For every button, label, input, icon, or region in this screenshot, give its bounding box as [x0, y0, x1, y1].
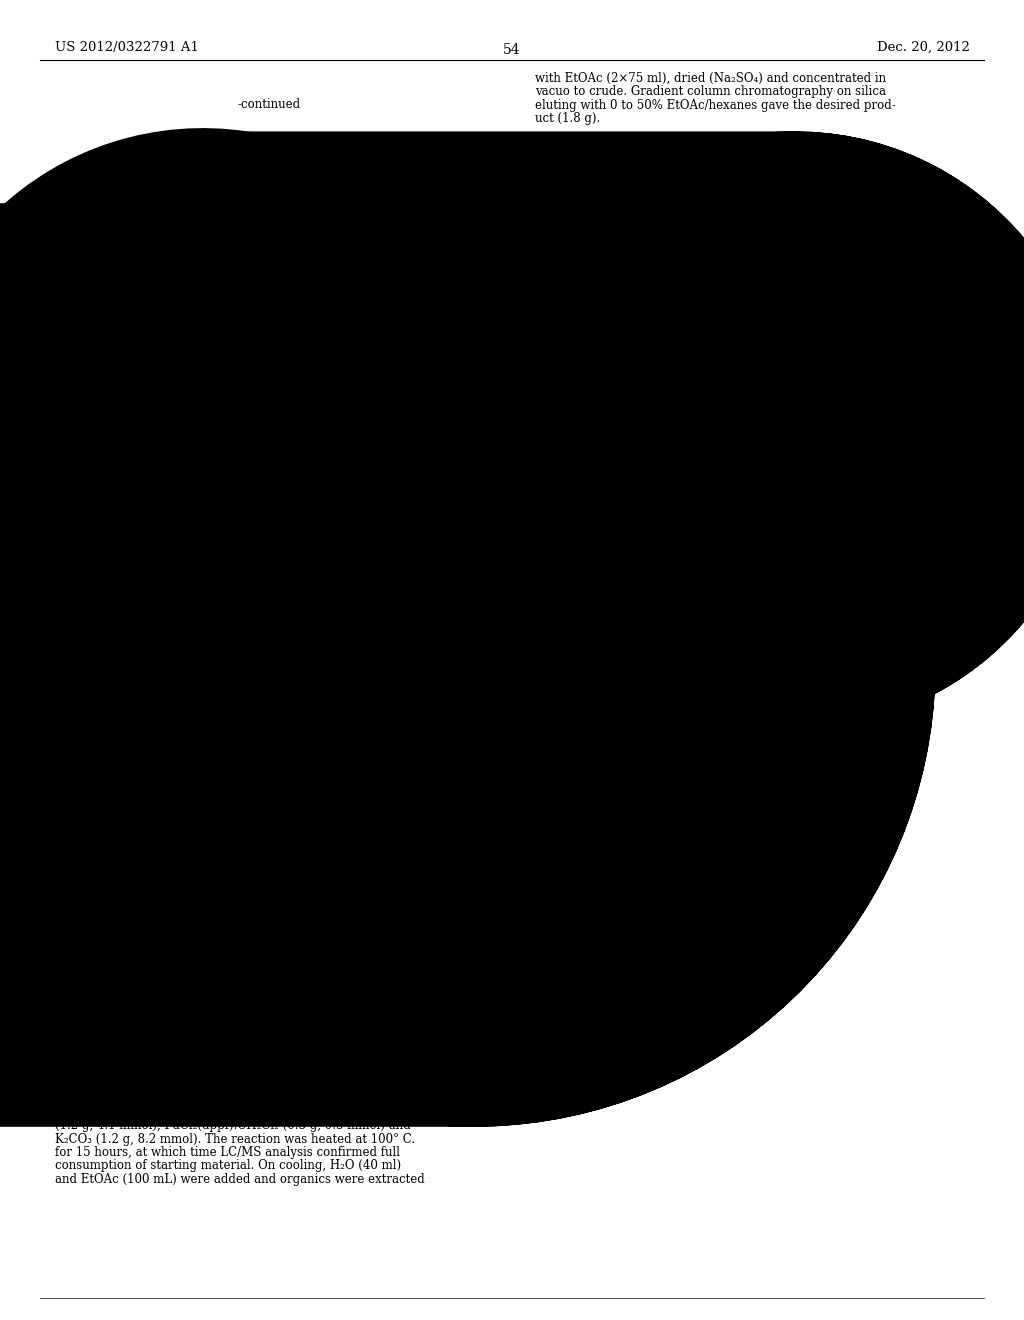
Text: [1040]   To the “exo” tert-butyl 3-(7-(bis((2-(trimethylsilyl): [1040] To the “exo” tert-butyl 3-(7-(bis… — [55, 338, 400, 351]
Text: removed in vacuo and the residue was purified by column: removed in vacuo and the residue was pur… — [55, 446, 400, 459]
Text: azabicyclo[3.2.1]octane-8-carboxylate (6.04 g, 10 mmol) in: azabicyclo[3.2.1]octane-8-carboxylate (6… — [55, 366, 406, 379]
Text: [1042]: [1042] — [55, 576, 98, 589]
Text: O: O — [455, 677, 463, 686]
Text: ₂: ₂ — [730, 455, 733, 465]
Text: H: H — [158, 622, 167, 631]
Text: r.t., 0.5 h: r.t., 0.5 h — [885, 440, 933, 449]
Text: NBS, CH₃CN,: NBS, CH₃CN, — [885, 413, 961, 422]
Text: [1041]   DCM (40 mL) was added N-iodosuccinimide (2.5 g,: [1041] DCM (40 mL) was added N-iodosucci… — [55, 392, 410, 405]
Text: Step 10: Step 10 — [256, 500, 304, 513]
Text: methyl)amino)-3-iodopyrazolo[1,5-a]pyrimidin-5-yl)-8-: methyl)amino)-3-iodopyrazolo[1,5-a]pyrim… — [55, 1065, 376, 1078]
Text: 3-yl)pyrazolo[1,5-a]pyrimidin-5-yl)-8-azabicyclo[3.: 3-yl)pyrazolo[1,5-a]pyrimidin-5-yl)-8-az… — [55, 545, 352, 558]
Text: DCM: DCM — [885, 426, 913, 436]
Text: Dec. 20, 2012: Dec. 20, 2012 — [878, 41, 970, 54]
Text: Step 11: Step 11 — [690, 156, 739, 169]
Text: BocN: BocN — [193, 218, 223, 228]
Text: for 15 hours, at which time LC/MS analysis confirmed full: for 15 hours, at which time LC/MS analys… — [55, 1146, 400, 1159]
Text: N(SEM): N(SEM) — [664, 931, 707, 939]
Text: PdCl₂(dppf)•CH₂Cl₂, K₂CO₃: PdCl₂(dppf)•CH₂Cl₂, K₂CO₃ — [548, 651, 691, 660]
Text: 5-(4,4,5,5-tetramethyl-1,3,2-dioxaborolan-2-yl)pyridine: 5-(4,4,5,5-tetramethyl-1,3,2-dioxaborola… — [55, 1106, 381, 1118]
Text: ₂: ₂ — [276, 685, 280, 694]
Text: K₂CO₃ (1.2 g, 8.2 mmol). The reaction was heated at 100° C.: K₂CO₃ (1.2 g, 8.2 mmol). The reaction wa… — [55, 1133, 415, 1146]
Text: H: H — [283, 141, 293, 150]
Text: N: N — [744, 430, 755, 444]
Text: N: N — [432, 195, 442, 209]
Text: N: N — [267, 663, 278, 676]
Text: Dioxane: H₂O(4:1), 100° C., 16 h: Dioxane: H₂O(4:1), 100° C., 16 h — [548, 664, 720, 672]
Text: vacuo to crude. Gradient column chromatography on silica: vacuo to crude. Gradient column chromato… — [535, 84, 886, 98]
Text: O: O — [455, 644, 463, 652]
Text: 11 mmol) portionwise and the resulting mixture was stirred at: 11 mmol) portionwise and the resulting m… — [55, 407, 427, 418]
Text: N(SEM): N(SEM) — [365, 216, 411, 227]
Text: BocN: BocN — [516, 457, 546, 465]
Text: I: I — [290, 642, 295, 655]
Text: B: B — [454, 659, 463, 672]
Text: US 2012/0322791 A1: US 2012/0322791 A1 — [55, 41, 199, 54]
Text: 2.1]octane-8-carboxylate: 2.1]octane-8-carboxylate — [55, 558, 203, 572]
Text: N: N — [353, 176, 364, 189]
Text: N(SEM): N(SEM) — [230, 682, 272, 692]
Text: Synthesis of (1R,3s,5S)-tert-butyl 3-(7-(bis((2-(trim-: Synthesis of (1R,3s,5S)-tert-butyl 3-(7-… — [535, 176, 841, 189]
Text: N: N — [671, 412, 681, 425]
Text: (1.2 g, 4.1 mmol), PdCl₂(dppf).CH₂Cl₂ (0.3 g, 0.3 mmol) and: (1.2 g, 4.1 mmol), PdCl₂(dppf).CH₂Cl₂ (0… — [55, 1119, 411, 1133]
Text: chromatography on silica gel. Elution with EtOAc/Hexanes: chromatography on silica gel. Elution wi… — [55, 459, 406, 473]
Text: N: N — [219, 645, 229, 659]
Text: nylpyridin-3-yl)pyrazolo[1,5-a]pyrimidin-5-yl)-8-: nylpyridin-3-yl)pyrazolo[1,5-a]pyrimidin… — [535, 202, 819, 215]
Text: consumption of starting material. On cooling, H₂O (40 ml): consumption of starting material. On coo… — [55, 1159, 401, 1172]
Text: 86%: 86% — [584, 676, 606, 685]
Text: N: N — [701, 908, 712, 921]
Text: [1043]   To tert-butyl 3-(7-(bis((2-(trimethylsilyl)ethoxy): [1043] To tert-butyl 3-(7-(bis((2-(trime… — [55, 1052, 385, 1064]
Text: ethoxy)methyl)amino)pyrazolo[1,5-a]pyrimidin-5-yl)-8-: ethoxy)methyl)amino)pyrazolo[1,5-a]pyrim… — [55, 352, 379, 366]
Text: H: H — [585, 865, 594, 873]
Text: BocN: BocN — [499, 936, 527, 945]
Text: BocN: BocN — [78, 689, 106, 698]
Text: with EtOAc (2×75 ml), dried (Na₂SO₄) and concentrated in: with EtOAc (2×75 ml), dried (Na₂SO₄) and… — [535, 71, 886, 84]
Text: N: N — [616, 352, 627, 364]
Text: azabicyclo[3.2.1]octane-8-carboxylate (2 g, 2.7 mmol) in: azabicyclo[3.2.1]octane-8-carboxylate (2… — [55, 1078, 391, 1092]
Text: N: N — [396, 653, 406, 663]
Text: dioxane (22 mL) and H₂O (5.5 mL) was added the 2-phenyl-: dioxane (22 mL) and H₂O (5.5 mL) was add… — [55, 1092, 410, 1105]
Text: ethylsilyl)ethoxy)methyl)amino)-3-(6-phenylpyridin-: ethylsilyl)ethoxy)methyl)amino)-3-(6-phe… — [55, 532, 361, 545]
Text: H: H — [603, 384, 612, 393]
Text: N: N — [726, 908, 736, 921]
Text: eluting with 0 to 50% EtOAc/hexanes gave the desired prod-: eluting with 0 to 50% EtOAc/hexanes gave… — [535, 99, 896, 111]
Text: Synthesis of (1R,3s,5S)-tert-butyl 3-(7-(bis((2-(trim-: Synthesis of (1R,3s,5S)-tert-butyl 3-(7-… — [55, 519, 360, 532]
Text: I: I — [430, 174, 435, 187]
Text: N: N — [602, 826, 612, 840]
Text: +: + — [300, 656, 316, 675]
Text: (0-50%) gave desired title product (6.4 g).: (0-50%) gave desired title product (6.4 … — [55, 474, 306, 487]
Text: ₂: ₂ — [418, 220, 422, 230]
Text: N(SEM): N(SEM) — [682, 451, 725, 461]
Text: azabicyclo[3.2.1]octane-8-carboxylate: azabicyclo[3.2.1]octane-8-carboxylate — [535, 216, 761, 228]
Text: N: N — [720, 430, 730, 444]
Text: ethylsilyl)ethoxy)methyl)amino)-6-bromo-3-(6-phe-: ethylsilyl)ethoxy)methyl)amino)-6-bromo-… — [535, 189, 836, 202]
Text: N: N — [652, 890, 663, 903]
Text: uct (1.8 g).: uct (1.8 g). — [535, 112, 600, 125]
Text: [1044]: [1044] — [535, 234, 579, 247]
Text: room temperature for 1.5 h, at which time LC/MS confirmed: room temperature for 1.5 h, at which tim… — [55, 420, 417, 433]
Text: N: N — [408, 195, 418, 209]
Text: CH₃CN (40 mL) and: CH₃CN (40 mL) and — [55, 379, 175, 392]
Text: 54: 54 — [503, 44, 521, 57]
Text: and EtOAc (100 mL) were added and organics were extracted: and EtOAc (100 mL) were added and organi… — [55, 1173, 425, 1185]
Text: full conversion of starting material to product. Solvent was: full conversion of starting material to … — [55, 433, 407, 446]
Text: ₂: ₂ — [712, 933, 716, 942]
Text: -continued: -continued — [238, 99, 301, 111]
Text: N: N — [292, 663, 302, 676]
